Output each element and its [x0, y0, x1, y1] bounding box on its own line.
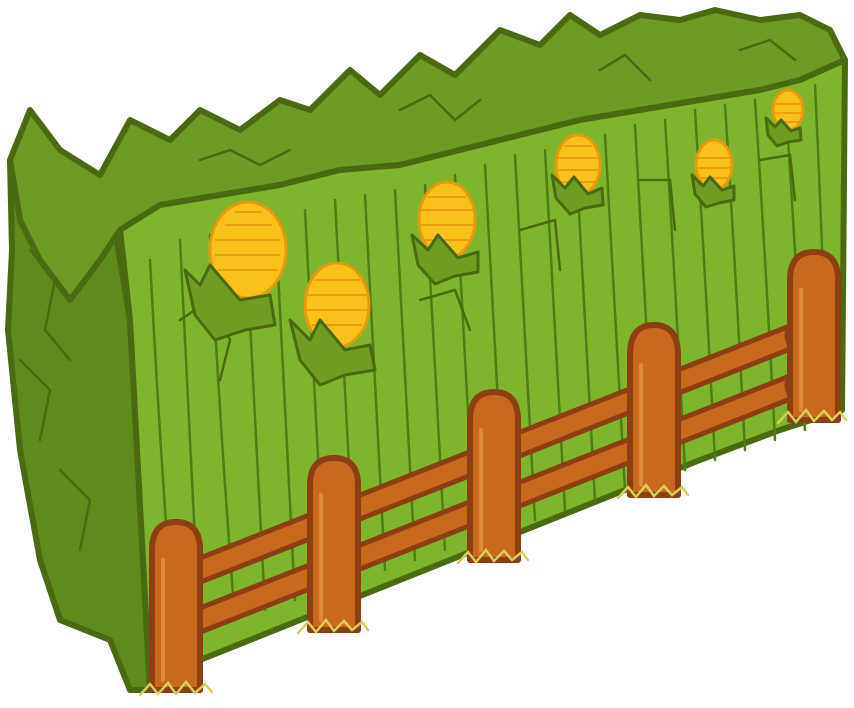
fence-post-4	[627, 322, 681, 498]
grass-tufts	[138, 407, 848, 697]
leaf-doodles	[18, 38, 797, 552]
corn-ear-4	[550, 133, 605, 216]
fence-post-2	[307, 455, 361, 633]
fence-post-1	[149, 519, 203, 693]
corn-ear-1	[183, 200, 288, 342]
corn-ear-5	[690, 138, 736, 209]
corn-ear-2	[288, 261, 377, 387]
fence-post-5	[787, 249, 841, 423]
corn-ear-6	[764, 88, 805, 148]
fence-post-highlights	[161, 288, 803, 682]
corn-ear-3	[410, 180, 480, 286]
fence-post-3	[467, 389, 521, 563]
